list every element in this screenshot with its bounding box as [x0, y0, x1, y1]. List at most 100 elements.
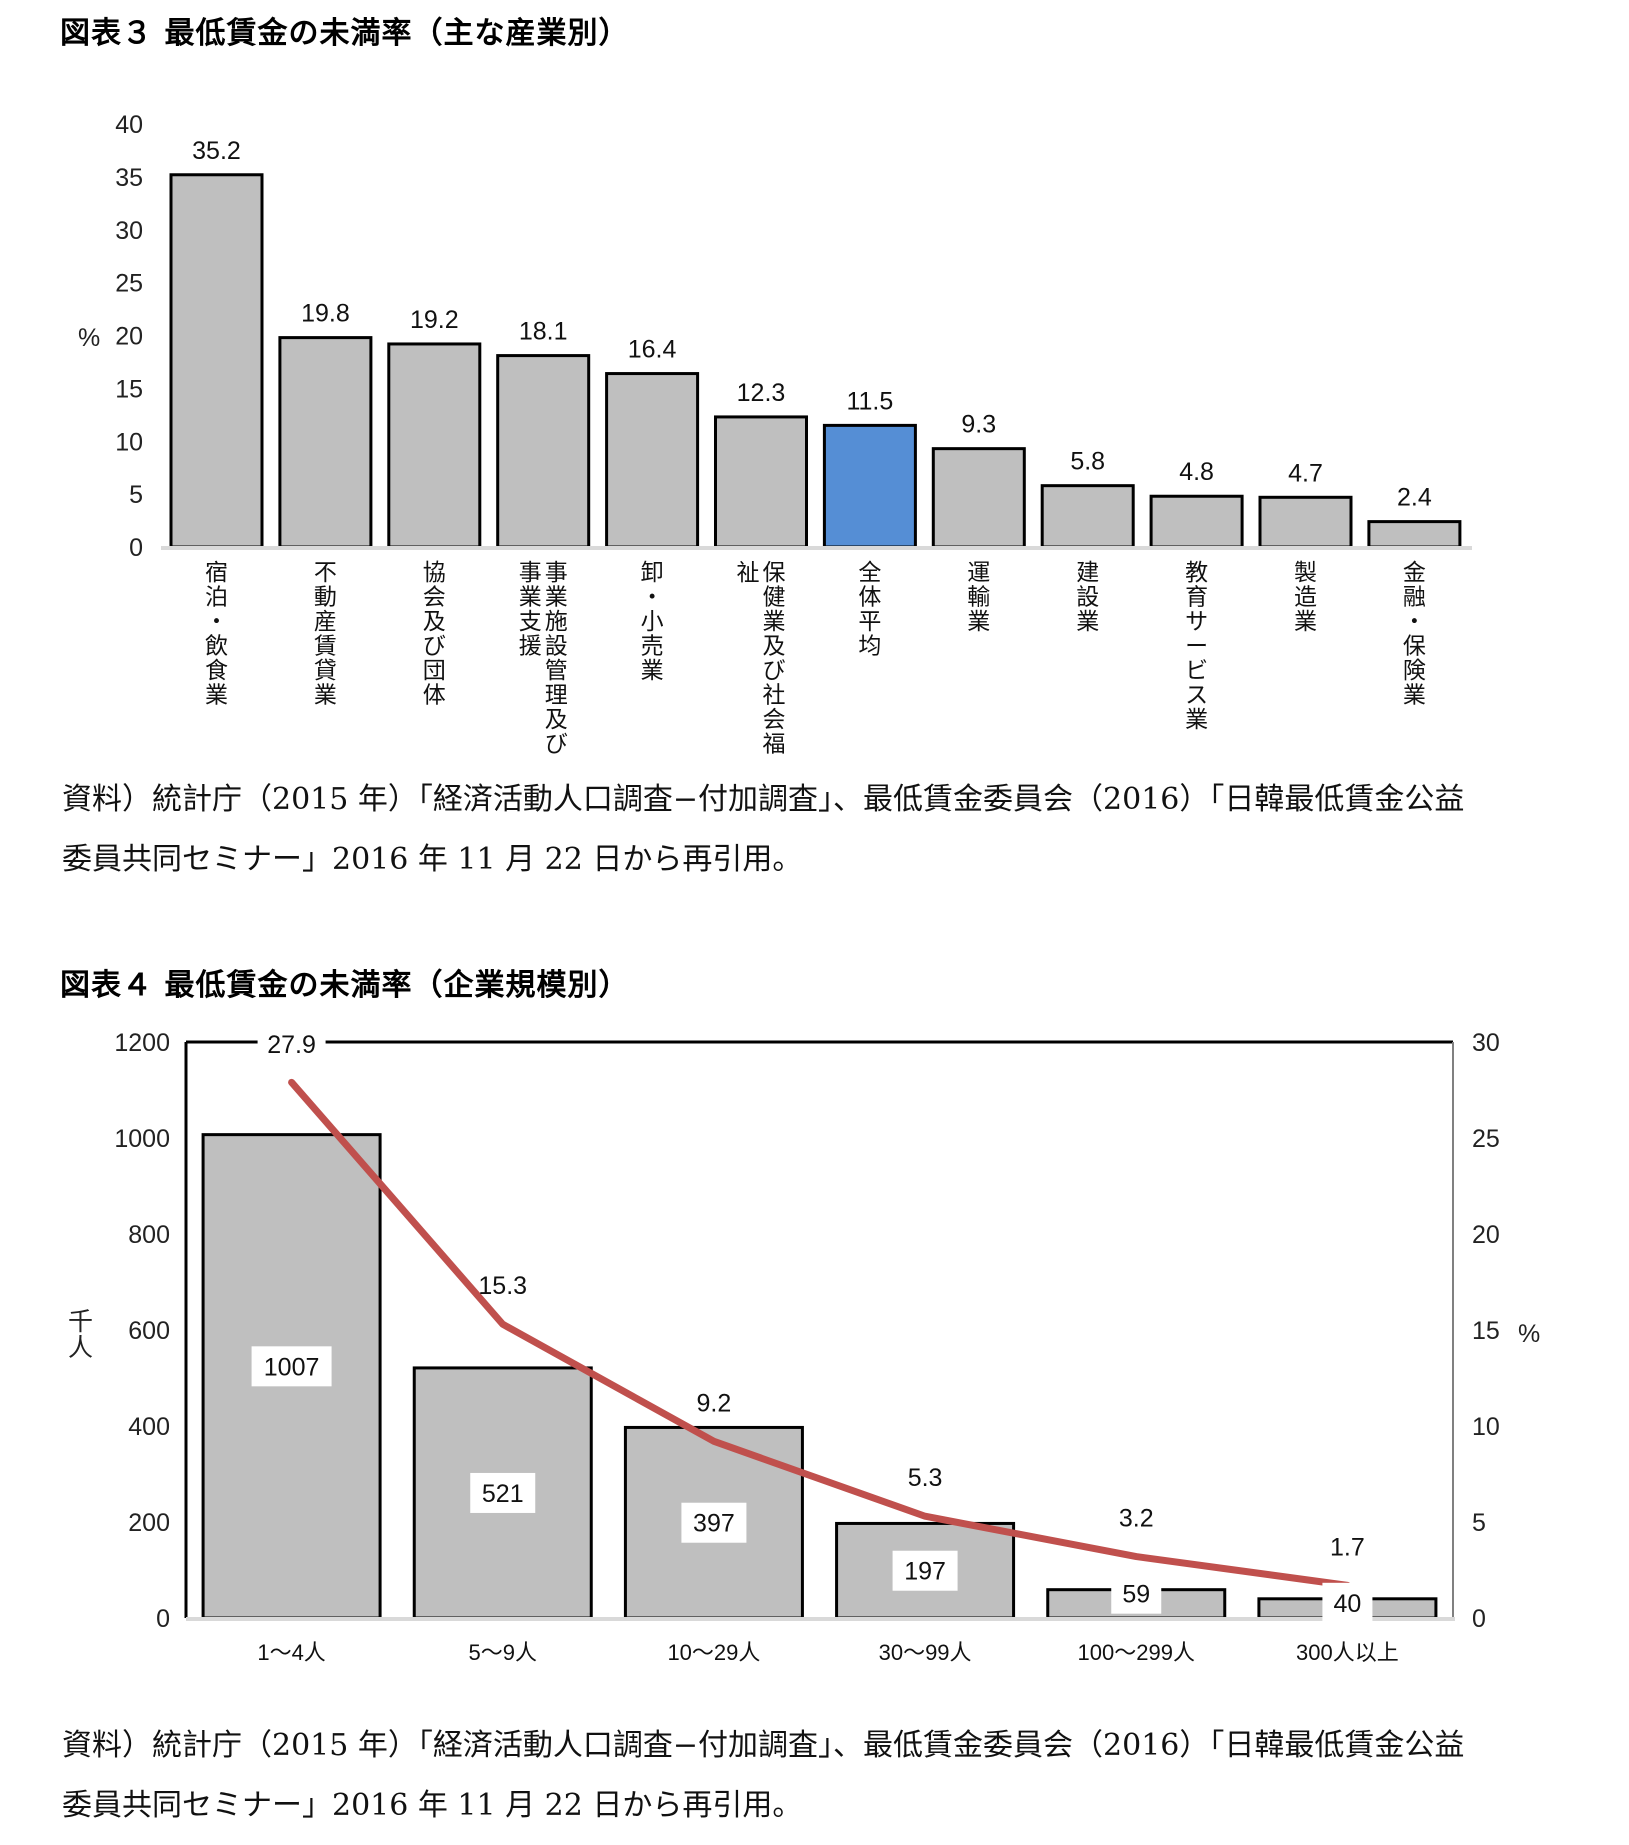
bar	[1367, 520, 1462, 549]
category-label: 100～299人	[1078, 1640, 1195, 1665]
y-tick-label: 25	[115, 270, 143, 298]
left-tick-label: 200	[128, 1509, 170, 1537]
svg-text:貸: 貸	[314, 658, 337, 684]
bar-value-label: 18.1	[519, 318, 568, 346]
y-tick-label: 5	[129, 481, 143, 509]
left-tick-label: 800	[128, 1221, 170, 1249]
bar-value-label: 19.2	[410, 306, 459, 334]
svg-text:業: 業	[1294, 609, 1317, 635]
svg-text:平: 平	[858, 609, 881, 635]
svg-text:売: 売	[641, 634, 664, 660]
svg-text:動: 動	[314, 585, 337, 611]
svg-text:育: 育	[1185, 585, 1208, 611]
svg-text:運: 運	[967, 560, 990, 586]
left-tick-label: 0	[156, 1605, 170, 1633]
svg-text:支: 支	[519, 609, 542, 635]
bar-value-labels: 1007 521 397 197 59 40	[251, 1346, 1373, 1623]
svg-text:体: 体	[858, 585, 881, 611]
svg-text:び: び	[423, 634, 446, 660]
figure4-source-note: 資料）統計庁（2015 年）「経済活動人口調査−付加調査」、最低賃金委員会（20…	[62, 1716, 1464, 1836]
line-value-label: 5.3	[908, 1464, 943, 1492]
bar-label-box	[892, 1550, 958, 1591]
svg-text:食: 食	[205, 658, 228, 684]
bar-label-box	[251, 1346, 332, 1387]
figure3-title: 図表３ 最低賃金の未満率（主な産業別）	[60, 16, 630, 51]
right-tick-label: 20	[1472, 1221, 1500, 1249]
svg-text:業: 業	[205, 683, 228, 709]
source-line-2: 委員共同セミナー」2016 年 11 月 22 日から再引用。	[62, 842, 803, 877]
svg-text:輸: 輸	[967, 585, 990, 611]
bar-value-label: 5.8	[1070, 448, 1105, 476]
bar-value-label: 16.4	[628, 336, 677, 364]
bar	[278, 336, 373, 549]
bar	[1040, 484, 1135, 549]
category-label: 1～4人	[257, 1640, 325, 1665]
svg-text:・: ・	[205, 609, 228, 635]
source-line-1: 資料）統計庁（2015 年）「経済活動人口調査−付加調査」、最低賃金委員会（20…	[62, 782, 1465, 817]
svg-text:金: 金	[1403, 560, 1426, 586]
svg-text:業: 業	[1185, 707, 1208, 733]
bar	[169, 173, 264, 549]
line-value-label: 15.3	[478, 1272, 527, 1300]
figure4-title: 図表４ 最低賃金の未満率（企業規模別）	[60, 968, 630, 1003]
svg-text:団: 団	[423, 658, 446, 684]
svg-text:サ: サ	[1185, 609, 1208, 635]
bar-value-label: 40	[1334, 1590, 1362, 1618]
left-tick-label: 400	[128, 1413, 170, 1441]
right-tick-label: 30	[1472, 1029, 1500, 1057]
right-tick-label: 5	[1472, 1509, 1486, 1537]
svg-text:全: 全	[858, 560, 881, 586]
svg-text:業: 業	[545, 585, 568, 611]
bar	[1149, 494, 1244, 549]
bar-value-label: 4.7	[1288, 459, 1323, 487]
y-axis-unit: %	[78, 324, 100, 352]
bar-value-label: 12.3	[737, 379, 786, 407]
svg-text:管: 管	[545, 658, 568, 684]
bar-value-label: 59	[1122, 1581, 1150, 1609]
right-axis-ticks: 0 5 10 15 20 25 30	[1472, 1029, 1500, 1633]
right-axis-unit: %	[1518, 1320, 1540, 1348]
left-axis-ticks: 0 200 400 600 800 1000 1200	[114, 1029, 170, 1633]
figure3-bar-chart: 0 5 10 15 20 25 30 35 40 % 35.2 19.8 19.2 18.1 16.4 1…	[78, 111, 1472, 758]
rate-line-series	[288, 1078, 1351, 1589]
svg-text:社: 社	[763, 683, 786, 709]
right-tick-label: 25	[1472, 1125, 1500, 1153]
figure3-source-note: 資料）統計庁（2015 年）「経済活動人口調査−付加調査」、最低賃金委員会（20…	[62, 770, 1464, 890]
right-tick-label: 15	[1472, 1317, 1500, 1345]
bar-value-label: 19.8	[301, 300, 350, 328]
svg-text:ー: ー	[1185, 634, 1208, 660]
svg-text:小: 小	[641, 609, 664, 635]
svg-text:ス: ス	[1185, 683, 1208, 709]
svg-text:会: 会	[763, 707, 786, 733]
svg-text:業: 業	[967, 609, 990, 635]
source-line-1: 資料）統計庁（2015 年）「経済活動人口調査−付加調査」、最低賃金委員会（20…	[62, 1728, 1465, 1763]
svg-text:建: 建	[1076, 560, 1099, 586]
svg-text:賃: 賃	[314, 634, 337, 660]
right-tick-label: 0	[1472, 1605, 1486, 1633]
svg-text:及: 及	[545, 707, 568, 733]
svg-text:産: 産	[314, 609, 337, 635]
bar	[496, 354, 591, 549]
bar-value-label: 9.3	[961, 411, 996, 439]
source-line-2: 委員共同セミナー」2016 年 11 月 22 日から再引用。	[62, 1788, 803, 1823]
svg-text:保: 保	[763, 560, 786, 586]
category-label: 30～99人	[879, 1640, 972, 1665]
bar-label-box	[1111, 1573, 1162, 1614]
svg-text:設: 設	[1076, 585, 1099, 611]
bar	[605, 372, 700, 549]
right-tick-label: 10	[1472, 1413, 1500, 1441]
svg-text:業: 業	[763, 609, 786, 635]
line-value-labels: 27.9 15.3 9.2 5.3 3.2 1.7	[257, 1030, 1365, 1561]
svg-text:宿: 宿	[205, 560, 228, 586]
svg-text:卸: 卸	[641, 560, 664, 586]
svg-text:び: び	[545, 732, 568, 758]
bar-value-label: 1007	[264, 1353, 320, 1381]
svg-text:・: ・	[641, 585, 664, 611]
svg-text:祉: 祉	[737, 560, 760, 586]
bar-value-label: 197	[904, 1558, 946, 1586]
bar-label-box	[681, 1502, 747, 1543]
svg-text:飲: 飲	[205, 634, 228, 660]
bar-value-label: 35.2	[192, 137, 241, 165]
svg-text:び: び	[763, 658, 786, 684]
